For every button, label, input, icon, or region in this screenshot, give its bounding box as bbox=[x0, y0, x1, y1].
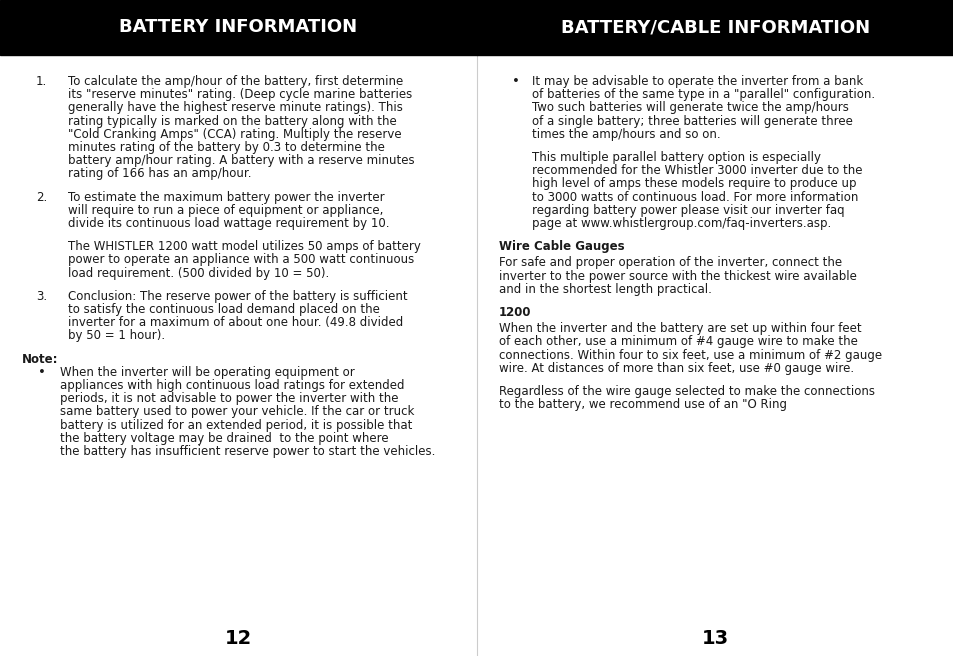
Text: "Cold Cranking Amps" (CCA) rating. Multiply the reserve: "Cold Cranking Amps" (CCA) rating. Multi… bbox=[68, 128, 401, 141]
Text: the battery has insufficient reserve power to start the vehicles.: the battery has insufficient reserve pow… bbox=[60, 445, 435, 458]
Text: wire. At distances of more than six feet, use #0 gauge wire.: wire. At distances of more than six feet… bbox=[498, 362, 853, 375]
Text: same battery used to power your vehicle. If the car or truck: same battery used to power your vehicle.… bbox=[60, 405, 414, 419]
Text: When the inverter will be operating equipment or: When the inverter will be operating equi… bbox=[60, 366, 355, 379]
Text: load requirement. (500 divided by 10 = 50).: load requirement. (500 divided by 10 = 5… bbox=[68, 266, 329, 279]
Text: recommended for the Whistler 3000 inverter due to the: recommended for the Whistler 3000 invert… bbox=[532, 164, 862, 177]
Text: 3.: 3. bbox=[36, 290, 47, 303]
Text: Conclusion: The reserve power of the battery is sufficient: Conclusion: The reserve power of the bat… bbox=[68, 290, 407, 303]
Text: BATTERY INFORMATION: BATTERY INFORMATION bbox=[119, 18, 357, 37]
Text: its "reserve minutes" rating. (Deep cycle marine batteries: its "reserve minutes" rating. (Deep cycl… bbox=[68, 88, 412, 101]
Text: to 3000 watts of continuous load. For more information: to 3000 watts of continuous load. For mo… bbox=[532, 191, 858, 203]
Text: power to operate an appliance with a 500 watt continuous: power to operate an appliance with a 500… bbox=[68, 253, 414, 266]
Text: inverter to the power source with the thickest wire available: inverter to the power source with the th… bbox=[498, 270, 856, 283]
Text: of batteries of the same type in a "parallel" configuration.: of batteries of the same type in a "para… bbox=[532, 88, 874, 101]
Text: BATTERY/CABLE INFORMATION: BATTERY/CABLE INFORMATION bbox=[560, 18, 869, 37]
Text: to satisfy the continuous load demand placed on the: to satisfy the continuous load demand pl… bbox=[68, 303, 379, 316]
Text: This multiple parallel battery option is especially: This multiple parallel battery option is… bbox=[532, 151, 821, 164]
Text: page at www.whistlergroup.com/faq-inverters.asp.: page at www.whistlergroup.com/faq-invert… bbox=[532, 217, 830, 230]
Text: divide its continuous load wattage requirement by 10.: divide its continuous load wattage requi… bbox=[68, 217, 389, 230]
Text: 12: 12 bbox=[225, 628, 252, 647]
Text: rating typically is marked on the battery along with the: rating typically is marked on the batter… bbox=[68, 115, 396, 128]
Text: •: • bbox=[512, 75, 519, 88]
Text: Regardless of the wire gauge selected to make the connections: Regardless of the wire gauge selected to… bbox=[498, 385, 874, 398]
Text: 13: 13 bbox=[701, 628, 728, 647]
Text: of each other, use a minimum of #4 gauge wire to make the: of each other, use a minimum of #4 gauge… bbox=[498, 335, 857, 348]
Text: of a single battery; three batteries will generate three: of a single battery; three batteries wil… bbox=[532, 115, 852, 128]
Text: Two such batteries will generate twice the amp/hours: Two such batteries will generate twice t… bbox=[532, 102, 848, 114]
Text: For safe and proper operation of the inverter, connect the: For safe and proper operation of the inv… bbox=[498, 256, 841, 270]
Text: To estimate the maximum battery power the inverter: To estimate the maximum battery power th… bbox=[68, 191, 384, 203]
Text: 1200: 1200 bbox=[498, 306, 531, 319]
Text: Note:: Note: bbox=[22, 353, 58, 365]
Text: to the battery, we recommend use of an "O Ring: to the battery, we recommend use of an "… bbox=[498, 398, 786, 411]
Text: When the inverter and the battery are set up within four feet: When the inverter and the battery are se… bbox=[498, 322, 861, 335]
Text: and in the shortest length practical.: and in the shortest length practical. bbox=[498, 283, 711, 296]
Text: The WHISTLER 1200 watt model utilizes 50 amps of battery: The WHISTLER 1200 watt model utilizes 50… bbox=[68, 240, 420, 253]
Text: Wire Cable Gauges: Wire Cable Gauges bbox=[498, 240, 624, 253]
Text: 1.: 1. bbox=[36, 75, 48, 88]
Text: generally have the highest reserve minute ratings). This: generally have the highest reserve minut… bbox=[68, 102, 402, 114]
Text: high level of amps these models require to produce up: high level of amps these models require … bbox=[532, 177, 856, 190]
Text: appliances with high continuous load ratings for extended: appliances with high continuous load rat… bbox=[60, 379, 404, 392]
Text: regarding battery power please visit our inverter faq: regarding battery power please visit our… bbox=[532, 204, 843, 216]
Bar bbox=[0, 0, 476, 55]
Text: It may be advisable to operate the inverter from a bank: It may be advisable to operate the inver… bbox=[532, 75, 862, 88]
Text: periods, it is not advisable to power the inverter with the: periods, it is not advisable to power th… bbox=[60, 392, 398, 405]
Text: battery is utilized for an extended period, it is possible that: battery is utilized for an extended peri… bbox=[60, 419, 412, 432]
Text: the battery voltage may be drained  to the point where: the battery voltage may be drained to th… bbox=[60, 432, 388, 445]
Text: battery amp/hour rating. A battery with a reserve minutes: battery amp/hour rating. A battery with … bbox=[68, 154, 415, 167]
Text: connections. Within four to six feet, use a minimum of #2 gauge: connections. Within four to six feet, us… bbox=[498, 348, 882, 361]
Text: will require to run a piece of equipment or appliance,: will require to run a piece of equipment… bbox=[68, 204, 383, 216]
Text: 2.: 2. bbox=[36, 191, 48, 203]
Text: rating of 166 has an amp/hour.: rating of 166 has an amp/hour. bbox=[68, 167, 252, 180]
Text: by 50 = 1 hour).: by 50 = 1 hour). bbox=[68, 329, 165, 342]
Text: •: • bbox=[38, 366, 46, 379]
Text: inverter for a maximum of about one hour. (49.8 divided: inverter for a maximum of about one hour… bbox=[68, 316, 403, 329]
Text: To calculate the amp/hour of the battery, first determine: To calculate the amp/hour of the battery… bbox=[68, 75, 403, 88]
Text: minutes rating of the battery by 0.3 to determine the: minutes rating of the battery by 0.3 to … bbox=[68, 141, 384, 154]
Bar bbox=[476, 0, 953, 55]
Text: times the amp/hours and so on.: times the amp/hours and so on. bbox=[532, 128, 720, 141]
